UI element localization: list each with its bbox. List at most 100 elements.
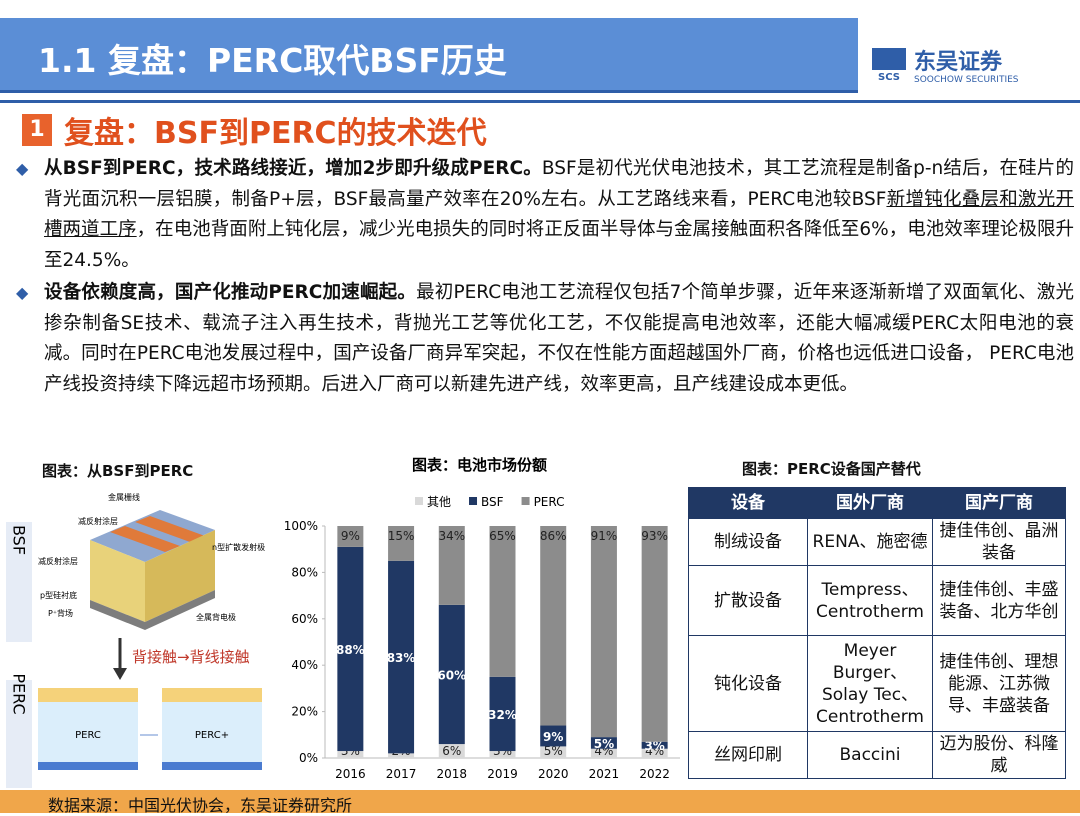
- y-tick-label: 40%: [291, 658, 318, 672]
- data-label: 91%: [591, 529, 618, 543]
- x-tick-label: 2018: [437, 767, 468, 781]
- bullet-text: 最初PERC电池工艺流程仅包括7个简单步骤，近年来逐渐新增了双面氧化、激光掺杂制…: [44, 282, 1075, 395]
- legend-swatch: [521, 497, 530, 505]
- diagram-label: P⁺背场: [48, 608, 73, 618]
- chart-title: 图表：电池市场份额: [412, 456, 547, 474]
- y-tick-label: 100%: [284, 519, 318, 533]
- data-label: 65%: [489, 529, 516, 543]
- bar-segment: [590, 737, 617, 749]
- header-rule: [0, 100, 1080, 103]
- busbar: [135, 516, 205, 542]
- logo-en: SOOCHOW SECURITIES: [914, 75, 1019, 85]
- table-header-cell: 设备: [688, 487, 808, 519]
- x-tick-label: 2022: [639, 767, 670, 781]
- layer: [162, 688, 262, 702]
- bar-segment: [438, 604, 465, 745]
- diagram-label: 全属背电极: [196, 612, 236, 622]
- cell-front: [90, 540, 145, 622]
- diagram-label: 减反射涂层: [78, 516, 118, 526]
- table-cell: Meyer Burger、Solay Tec、Centrotherm: [807, 635, 933, 732]
- section-title: 复盘：BSF到PERC的技术迭代: [64, 116, 487, 151]
- logo: SCS 东吴证券 SOOCHOW SECURITIES: [872, 48, 1019, 85]
- bullet-text: ，在电池背面附上钝化层，减少光电损失的同时将正反面半导体与金属接触面积各降低至6…: [44, 219, 1074, 271]
- side-label: BSF: [10, 525, 29, 555]
- table-header-cell: 国外厂商: [807, 487, 933, 519]
- side-label: PERC: [10, 673, 29, 714]
- table-cell: 捷佳伟创、晶洲装备: [932, 518, 1066, 566]
- bar-segment: [388, 753, 415, 758]
- bar-segment: [540, 526, 567, 726]
- bar-segment: [438, 744, 465, 758]
- table-cell: 捷佳伟创、理想能源、江苏微导、丰盛装备: [932, 635, 1066, 732]
- header-bar: [0, 18, 858, 93]
- legend-swatch: [469, 497, 478, 505]
- diagram-label: 减反射涂层: [38, 556, 78, 566]
- x-tick-label: 2020: [538, 767, 569, 781]
- data-label: 3%: [644, 739, 664, 753]
- bar-segment: [388, 560, 415, 754]
- bar-segment: [489, 676, 516, 752]
- side-box: [6, 680, 32, 788]
- data-label: 60%: [437, 668, 466, 682]
- chart: 图表：电池市场份额 0% 20% 40% 60% 80% 100% 其他 BSF PERC 201…: [284, 456, 680, 781]
- layer: [38, 688, 138, 702]
- table-cell: RENA、施密德: [807, 518, 933, 566]
- table-cell: 制绒设备: [688, 518, 808, 566]
- table-row: 丝网印刷 Baccini 迈为股份、科隆威: [688, 731, 1066, 779]
- diagram: BSF PERC 金属栅线 减反射涂层 减反射涂层 n型扩散发射极 p型硅衬底 …: [6, 492, 265, 788]
- y-tick-label: 60%: [291, 612, 318, 626]
- table-cell: Tempress、Centrotherm: [807, 565, 933, 636]
- data-label: 9%: [341, 529, 360, 543]
- legend-swatch: [415, 497, 423, 505]
- table-cell: 丝网印刷: [688, 731, 808, 779]
- layer: [38, 762, 138, 770]
- table-row: 制绒设备 RENA、施密德 捷佳伟创、晶洲装备: [688, 518, 1066, 566]
- data-label: 93%: [641, 529, 668, 543]
- logo-abbr: SCS: [878, 72, 900, 83]
- table-row: 钝化设备 Meyer Burger、Solay Tec、Centrotherm 捷佳…: [688, 635, 1066, 732]
- y-tick-label: 20%: [291, 705, 318, 719]
- figure-title: 图表：从BSF到PERC: [42, 462, 194, 480]
- bar-segment: [540, 725, 567, 747]
- side-box: [6, 522, 32, 642]
- diagram-label: n型扩散发射极: [212, 542, 265, 552]
- table-cell: 扩散设备: [688, 565, 808, 636]
- x-tick-label: 2016: [335, 767, 366, 781]
- table-row: 扩散设备 Tempress、Centrotherm 捷佳伟创、丰盛装备、北方华创: [688, 565, 1066, 636]
- bullet: 从BSF到PERC，技术路线接近，增加2步即升级成PERC。BSF是初代光伏电池…: [14, 154, 1074, 276]
- arrow-label: 背接触→背线接触: [132, 648, 250, 666]
- data-label: 34%: [438, 529, 465, 543]
- back-electrode: [90, 590, 215, 630]
- x-tick-label: 2017: [386, 767, 417, 781]
- diagram-label: 金属栅线: [108, 492, 140, 502]
- layer: [162, 702, 262, 762]
- bullet: 设备依赖度高，国产化推动PERC加速崛起。最初PERC电池工艺流程仅包括7个简单…: [14, 278, 1074, 400]
- table-title: 图表：PERC设备国产替代: [742, 460, 921, 478]
- data-label: 83%: [387, 651, 416, 665]
- diagram-label: p型硅衬底: [40, 590, 77, 600]
- table-header-cell: 国产厂商: [932, 487, 1066, 519]
- bullet-list: 从BSF到PERC，技术路线接近，增加2步即升级成PERC。BSF是初代光伏电池…: [14, 154, 1074, 402]
- bar-segment: [438, 526, 465, 605]
- table-cell: 迈为股份、科隆威: [932, 731, 1066, 779]
- bullet-text: 设备依赖度高，国产化推动PERC加速崛起。: [44, 282, 417, 303]
- cell-label: PERC+: [195, 730, 229, 741]
- bullet-text: BSF是初代光伏电池技术，其工艺流程是制备p-n结后，在硅片的背光面沉积一层铝膜…: [44, 158, 1074, 210]
- y-tick-label: 0%: [299, 751, 318, 765]
- x-tick-label: 2019: [487, 767, 518, 781]
- layer: [38, 702, 138, 762]
- bar-segment: [540, 746, 567, 758]
- table: 设备 国外厂商 国产厂商 制绒设备 RENA、施密德 捷佳伟创、晶洲装备 扩散设备 Tempr…: [688, 487, 1066, 779]
- table-cell: Baccini: [807, 731, 933, 779]
- section-number: 1: [22, 114, 52, 146]
- cell-label: PERC: [75, 730, 101, 741]
- busbar: [110, 526, 180, 552]
- data-label: 15%: [388, 529, 415, 543]
- footer-bar: [0, 790, 1080, 813]
- y-tick-label: 80%: [291, 565, 318, 579]
- data-label: 5%: [544, 744, 563, 758]
- header-title: 1.1 复盘：PERC取代BSF历史: [38, 41, 507, 80]
- bar-segment: [590, 526, 617, 738]
- bar-segment: [337, 751, 364, 758]
